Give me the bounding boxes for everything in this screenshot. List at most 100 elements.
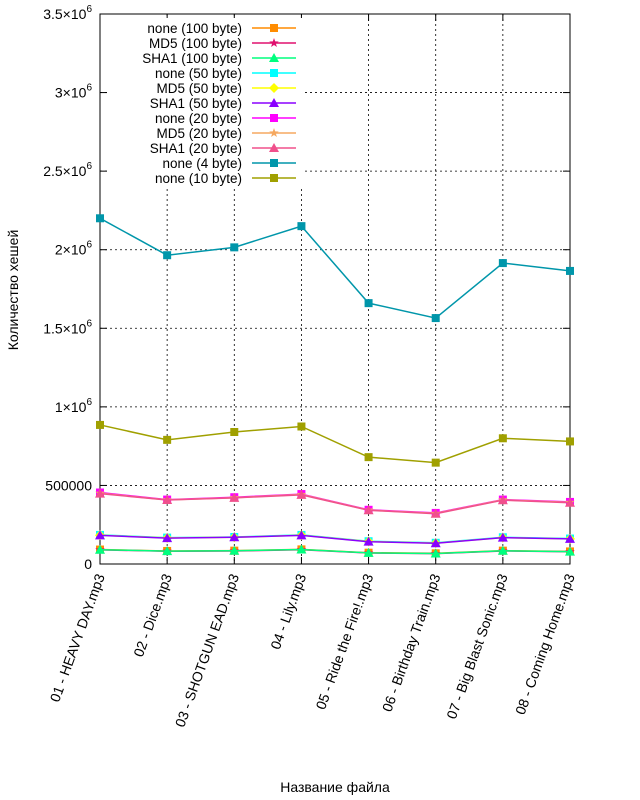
data-point: [95, 544, 105, 554]
data-point: [296, 544, 307, 554]
y-tick-label: 2.5×106: [43, 161, 92, 179]
data-point: [95, 530, 105, 540]
x-tick-label: 02 - Dice.mp3: [130, 571, 175, 659]
legend-item: MD5 (20 byte): [156, 126, 296, 141]
legend-marker: [269, 53, 279, 62]
data-point: [364, 299, 373, 308]
legend-marker: [269, 38, 279, 48]
y-tick-label-exponent: 6: [86, 397, 92, 408]
data-point: [497, 532, 508, 542]
data-point: [431, 314, 440, 323]
legend-label: MD5 (20 byte): [156, 126, 242, 141]
data-point: [162, 546, 173, 556]
data-point: [364, 453, 373, 462]
data-point: [95, 488, 105, 498]
legend-marker: [270, 69, 278, 77]
legend-item: SHA1 (50 byte): [150, 96, 296, 111]
series-8: [95, 488, 575, 518]
data-point: [163, 435, 172, 444]
legend-item: SHA1 (20 byte): [150, 141, 296, 156]
data-point: [430, 538, 441, 548]
data-point: [296, 489, 307, 499]
data-point: [498, 259, 507, 268]
y-tick-label-base: 500000: [45, 477, 92, 493]
series-line: [99, 534, 571, 545]
x-tick-label: 03 - SHOTGUN EAD.mp3: [172, 571, 242, 729]
legend-item: SHA1 (100 byte): [142, 51, 296, 66]
legend-marker: [270, 24, 278, 32]
series-line: [99, 492, 571, 515]
legend-item: MD5 (100 byte): [149, 36, 296, 51]
y-tick-label-exponent: 6: [86, 83, 92, 94]
data-point: [230, 243, 239, 252]
y-tick-label-base: 0: [84, 556, 92, 572]
legend-marker: [270, 159, 278, 167]
series-9: [96, 214, 574, 323]
data-point: [297, 222, 306, 231]
legend-marker: [270, 114, 278, 122]
y-tick-label: 500000: [45, 477, 92, 493]
x-axis-title: Название файла: [280, 779, 390, 795]
y-tick-label-base: 1.5×10: [43, 320, 86, 336]
y-tick-label: 3.5×106: [43, 4, 92, 22]
legend-marker: [269, 143, 279, 152]
legend-item: MD5 (50 byte): [156, 81, 296, 96]
data-point: [430, 508, 441, 518]
legend-label: MD5 (50 byte): [156, 81, 242, 96]
series-2: [95, 544, 575, 558]
legend-marker: [270, 174, 278, 182]
x-tick-label: 07 - Big Blast Sonic.mp3: [443, 571, 511, 721]
legend-label: none (50 byte): [155, 66, 242, 81]
series-line: [99, 217, 571, 319]
legend-marker: [269, 98, 279, 107]
data-point: [565, 497, 575, 507]
legend-label: MD5 (100 byte): [149, 36, 242, 51]
data-point: [163, 251, 172, 260]
data-point: [230, 428, 239, 436]
y-tick-label-exponent: 6: [86, 4, 92, 15]
data-point: [297, 422, 306, 431]
legend-item: none (100 byte): [147, 21, 296, 36]
data-point: [229, 492, 240, 502]
plot-border: [99, 13, 571, 565]
data-point: [296, 530, 307, 540]
series-line: [99, 424, 571, 464]
y-tick-label: 1.5×106: [43, 318, 92, 336]
data-point: [162, 533, 173, 543]
y-tick-label-exponent: 6: [86, 318, 92, 329]
data-point: [497, 545, 508, 555]
legend-item: none (20 byte): [155, 111, 296, 126]
y-tick-label-exponent: 6: [86, 161, 92, 172]
legend-item: none (4 byte): [162, 156, 296, 171]
y-tick-label-base: 3.5×10: [43, 6, 86, 22]
data-point: [430, 548, 441, 558]
x-tick-label: 05 - Ride the Fire!.mp3: [312, 571, 376, 711]
x-tick-label: 08 - Coming Home.mp3: [512, 571, 578, 716]
legend-label: SHA1 (100 byte): [142, 51, 242, 66]
data-point: [565, 533, 575, 543]
legend-marker: [269, 83, 279, 93]
y-tick-label-base: 2×10: [55, 242, 87, 258]
legend-marker: [269, 128, 279, 138]
y-tick-label: 0: [84, 556, 92, 572]
x-tick-label: 04 - Lily.mp3: [267, 571, 309, 651]
legend-item: none (10 byte): [155, 171, 296, 186]
data-point: [363, 505, 374, 515]
data-point: [363, 536, 374, 546]
data-point: [96, 214, 104, 223]
y-tick-label: 2×106: [55, 240, 93, 258]
y-tick-label-base: 3×10: [55, 85, 87, 101]
legend-label: none (20 byte): [155, 111, 242, 126]
series-10: [96, 420, 574, 467]
y-tick-label-exponent: 6: [86, 240, 92, 251]
legend-label: SHA1 (20 byte): [150, 141, 242, 156]
data-point: [498, 434, 507, 443]
x-tick-label: 06 - Birthday Train.mp3: [379, 571, 444, 713]
data-point: [162, 495, 173, 505]
y-tick-label-base: 2.5×10: [43, 163, 86, 179]
data-point: [565, 546, 575, 556]
legend-label: none (4 byte): [162, 156, 242, 171]
y-axis-title: Количество хешей: [5, 230, 21, 351]
